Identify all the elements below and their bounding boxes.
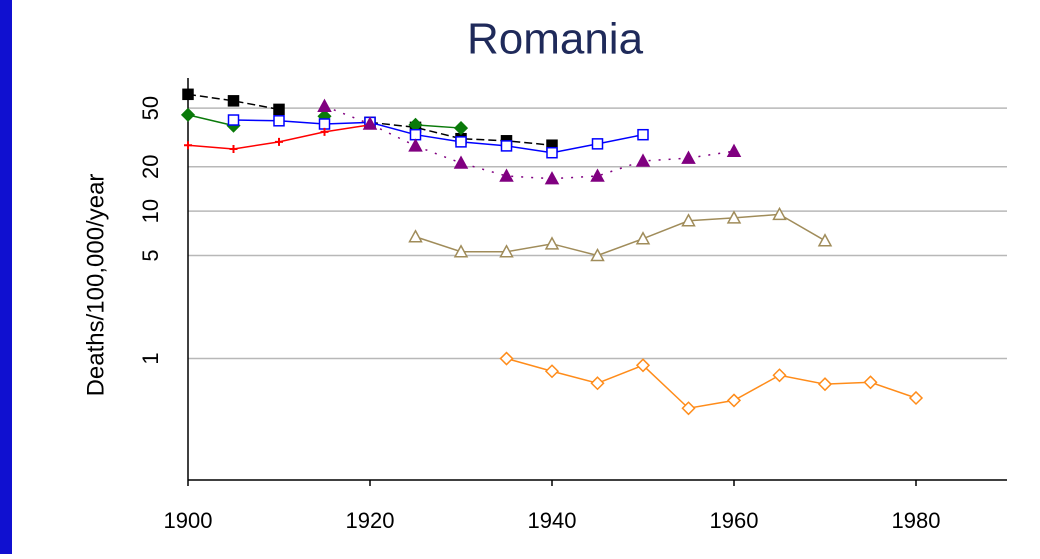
- x-tick-label: 1900: [164, 508, 213, 533]
- series-line: [187, 93, 553, 146]
- marker: [591, 138, 604, 150]
- marker: [453, 244, 469, 258]
- marker: [817, 233, 833, 247]
- marker: [772, 368, 787, 383]
- marker: [590, 247, 605, 262]
- marker: [229, 144, 238, 153]
- y-tick-label: 1: [138, 352, 163, 364]
- marker: [227, 114, 240, 126]
- marker: [772, 206, 787, 221]
- x-tick-label: 1980: [892, 508, 941, 533]
- y-tick-label: 50: [138, 96, 163, 120]
- marker: [635, 358, 651, 373]
- y-axis-label: Deaths/100,000/year: [82, 174, 109, 397]
- marker: [863, 375, 878, 390]
- marker: [726, 143, 742, 157]
- marker: [408, 229, 423, 243]
- marker: [453, 155, 469, 169]
- y-tick-label: 20: [138, 155, 163, 179]
- marker: [182, 88, 194, 101]
- marker: [275, 137, 283, 146]
- marker: [499, 168, 514, 182]
- x-tick-label: 1940: [528, 508, 577, 533]
- marker: [544, 364, 560, 379]
- series-line: [415, 213, 826, 257]
- marker: [908, 390, 924, 406]
- marker: [409, 128, 422, 141]
- marker: [681, 213, 696, 227]
- series-line: [233, 119, 644, 154]
- y-tick-label: 10: [138, 199, 163, 223]
- x-tick-label: 1920: [346, 508, 395, 533]
- marker: [681, 150, 696, 164]
- chart-title: Romania: [467, 15, 644, 64]
- marker: [273, 103, 285, 116]
- marker: [500, 140, 513, 152]
- y-tick-label: 5: [138, 249, 163, 261]
- marker: [317, 98, 332, 112]
- marker: [499, 244, 514, 258]
- marker: [817, 377, 833, 392]
- marker: [635, 153, 651, 167]
- marker: [320, 127, 329, 136]
- marker: [184, 141, 192, 150]
- marker: [726, 210, 742, 224]
- marker: [637, 128, 649, 141]
- marker: [681, 401, 696, 416]
- marker: [546, 146, 558, 159]
- marker: [544, 236, 560, 250]
- marker: [362, 116, 378, 130]
- marker: [726, 393, 742, 408]
- marker: [544, 171, 560, 185]
- marker: [273, 115, 285, 127]
- marker: [455, 136, 467, 148]
- marker: [408, 138, 423, 152]
- marker: [180, 107, 196, 122]
- marker: [453, 121, 469, 136]
- marker: [227, 95, 240, 107]
- series-line: [506, 357, 917, 410]
- x-tick-label: 1960: [710, 508, 759, 533]
- marker: [635, 231, 651, 245]
- marker: [590, 168, 605, 182]
- marker: [590, 376, 605, 391]
- marker: [318, 118, 331, 130]
- side-stripe: [0, 0, 12, 554]
- series-line: [187, 114, 462, 129]
- marker: [499, 351, 514, 366]
